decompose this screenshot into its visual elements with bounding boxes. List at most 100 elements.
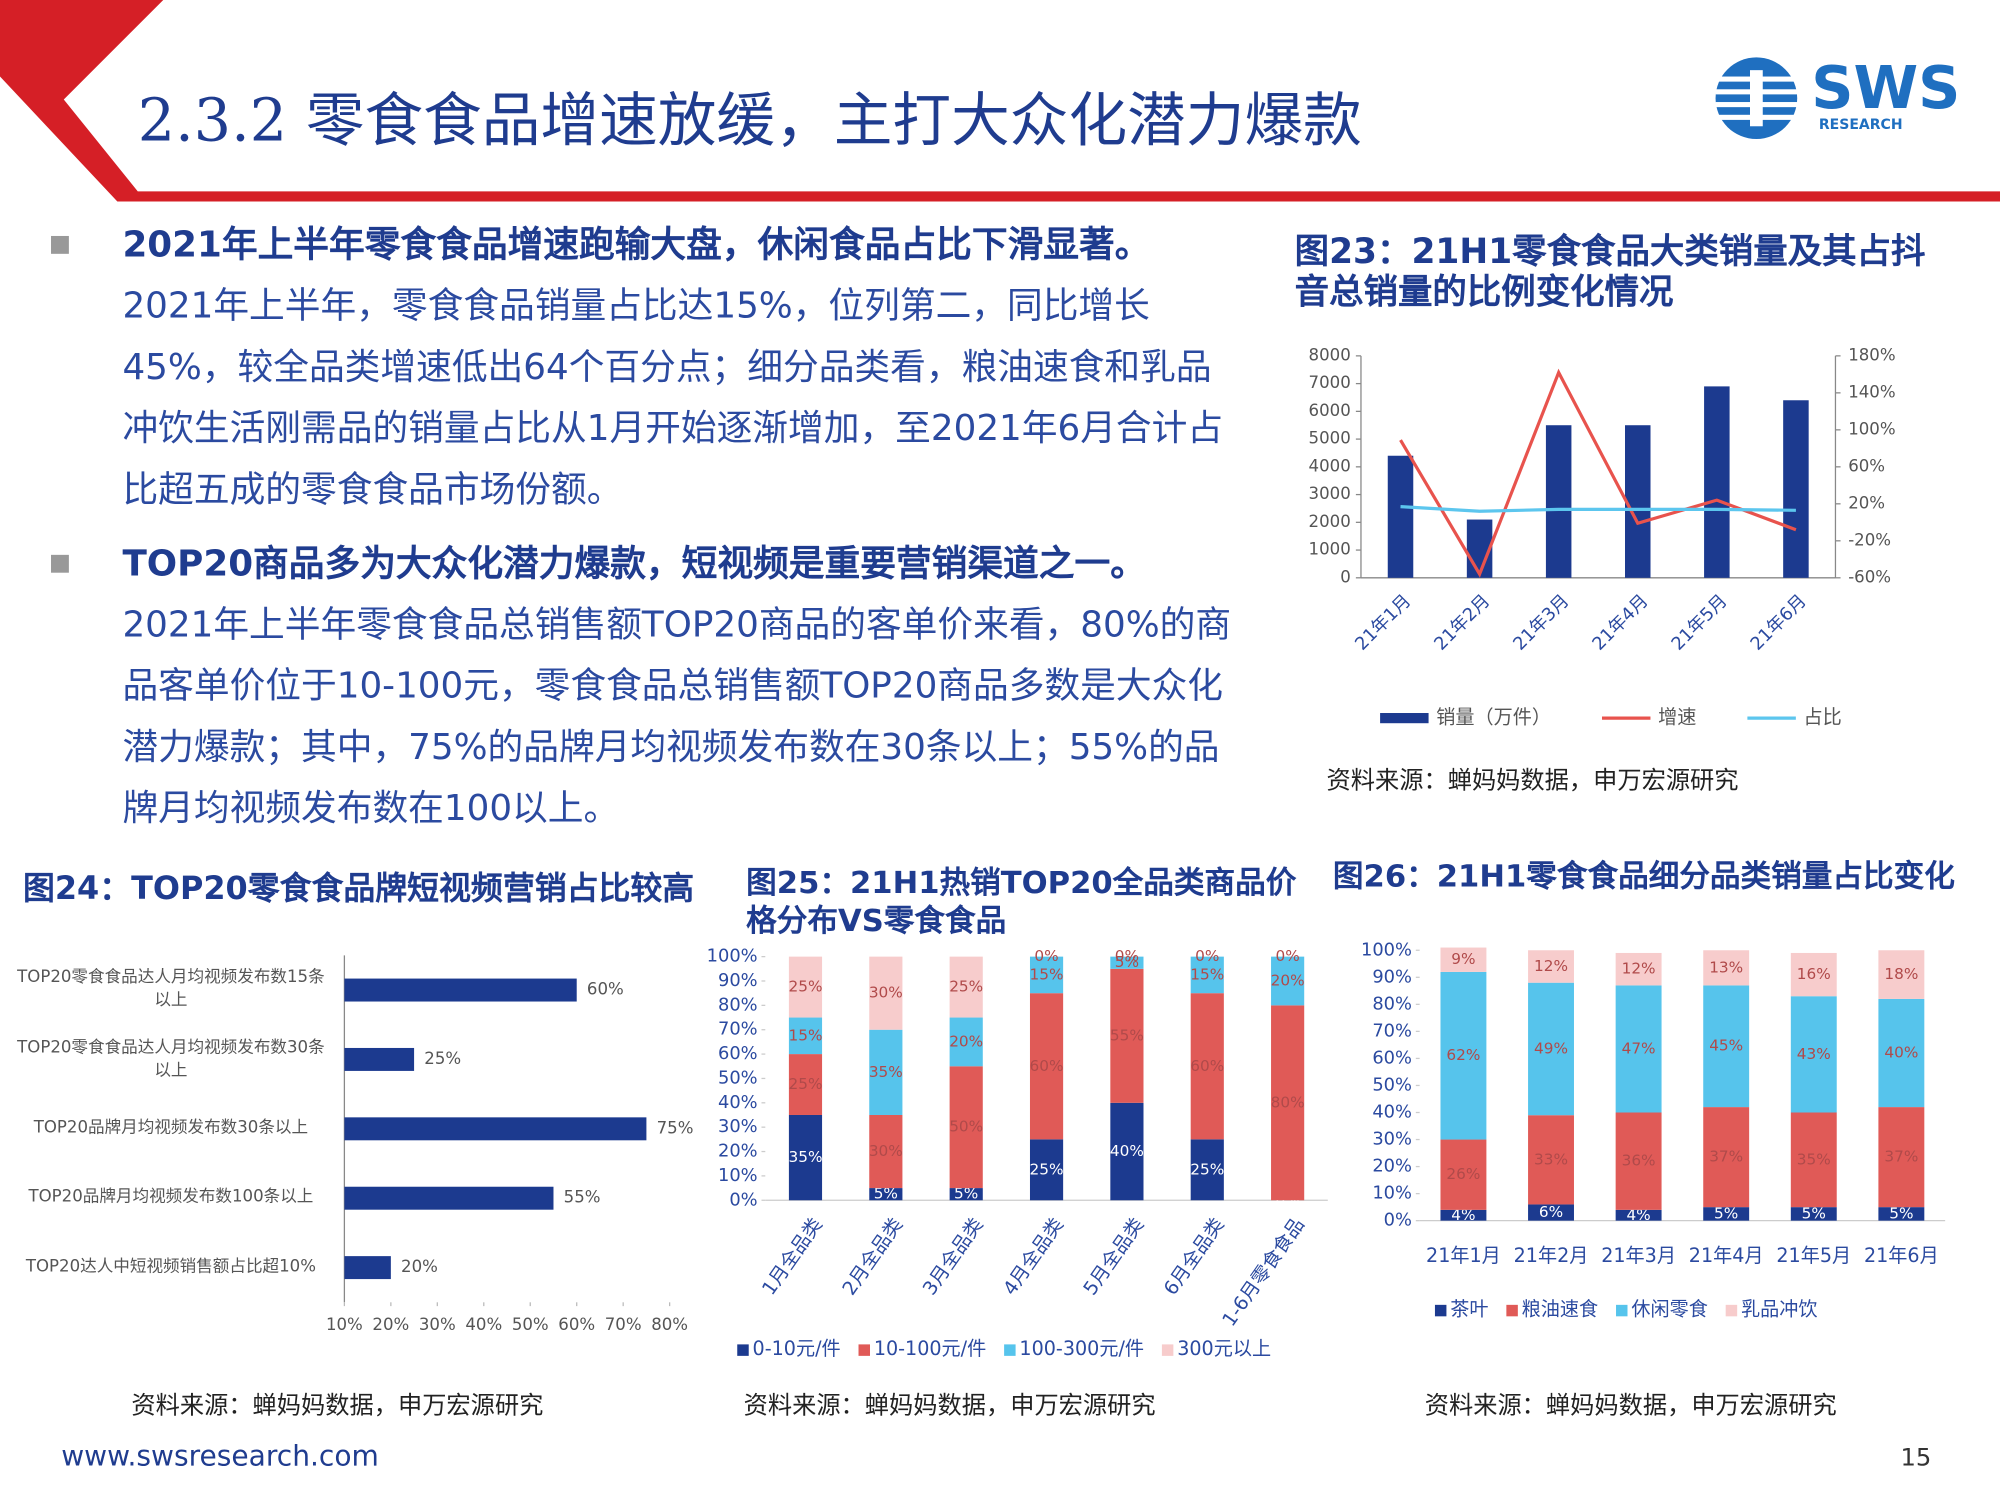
bar-segment <box>869 1188 903 1201</box>
legend-swatch <box>737 1344 749 1356</box>
x-tick-label: 80% <box>651 1315 688 1334</box>
bar-segment <box>1271 1005 1305 1201</box>
bar-segment <box>1440 971 1487 1140</box>
y-tick-label: 90% <box>1372 966 1412 987</box>
chart-title: 图26：21H1零食食品细分品类销量占比变化 <box>1332 858 1955 895</box>
value-label: 75% <box>657 1118 694 1137</box>
x-tick-label: 21年6月 <box>1864 1244 1939 1267</box>
value-label: 5% <box>954 1185 978 1203</box>
bar <box>344 1256 391 1280</box>
legend-label: 占比 <box>1804 706 1842 729</box>
bar-segment <box>1790 996 1837 1113</box>
bar-segment <box>1615 1209 1662 1221</box>
y-tick-label: 100% <box>1361 939 1412 960</box>
bar-segment <box>1615 952 1662 986</box>
y-tick-label: 50% <box>718 1067 758 1088</box>
value-label: 37% <box>1884 1148 1918 1166</box>
bar-segment <box>1440 1209 1487 1221</box>
value-label: 37% <box>1709 1148 1743 1166</box>
y-tick-label: 60% <box>1372 1047 1412 1068</box>
y-tick-label: 0% <box>729 1189 757 1210</box>
chart-title: 图24：TOP20零食食品牌短视频营销占比较高 <box>22 869 695 907</box>
value-label: 35% <box>788 1148 822 1166</box>
value-label: 62% <box>1446 1046 1480 1064</box>
y-tick-label: TOP20零食食品达人月均视频发布数30条以上 <box>17 1037 325 1080</box>
bar <box>344 1186 554 1210</box>
bar-segment <box>1790 952 1837 997</box>
y-tick-label: 60% <box>718 1043 758 1064</box>
bar <box>1704 386 1730 578</box>
legend-label: 300元以上 <box>1177 1337 1271 1360</box>
bar-segment <box>1528 982 1574 1116</box>
value-label: 5% <box>874 1185 898 1203</box>
value-label: 60% <box>1190 1057 1224 1075</box>
x-tick-label: 50% <box>512 1315 549 1334</box>
value-label: 55% <box>564 1188 601 1207</box>
bar-segment <box>1110 1102 1144 1201</box>
x-tick-label: 40% <box>465 1315 502 1334</box>
bar-segment <box>1440 1139 1487 1210</box>
legend-swatch <box>1725 1304 1738 1317</box>
x-tick-label: 20% <box>372 1315 409 1334</box>
value-label: 13% <box>1709 958 1743 976</box>
value-label: 35% <box>1797 1150 1831 1168</box>
value-label: 30% <box>869 1142 903 1160</box>
x-tick-label: 21年2月 <box>1430 590 1494 654</box>
x-tick-label: 6月全品类 <box>1159 1213 1229 1299</box>
chart-title: 图25：21H1热销TOP20全品类商品价格分布VS零食食品 <box>746 864 1297 939</box>
legend-label: 乳品冲饮 <box>1741 1297 1817 1320</box>
value-label: 5% <box>1802 1204 1826 1222</box>
x-tick-label: 21年4月 <box>1689 1244 1764 1267</box>
y-tick-label: 1000 <box>1309 540 1351 559</box>
bar <box>1783 400 1809 578</box>
legend-swatch <box>1161 1344 1174 1356</box>
legend-label: 休闲零食 <box>1631 1297 1707 1320</box>
value-label: 33% <box>1534 1150 1568 1168</box>
y-tick-label: 80% <box>718 994 758 1015</box>
y-tick-label: 7000 <box>1309 373 1351 392</box>
bar-segment <box>788 1114 823 1201</box>
value-label: 25% <box>1030 1160 1064 1178</box>
value-label: 35% <box>869 1063 903 1081</box>
bar-segment <box>1703 950 1750 986</box>
bar-segment <box>949 1188 983 1201</box>
bar-segment <box>1110 956 1144 969</box>
value-label: 5% <box>1714 1204 1738 1222</box>
bar-segment <box>869 1029 903 1115</box>
y-tick-label: 2000 <box>1309 512 1351 531</box>
x-tick-label: 30% <box>419 1315 456 1334</box>
page-number: 15 <box>1900 1443 1932 1472</box>
y-tick-label: 20% <box>1372 1156 1412 1177</box>
bar <box>1624 425 1651 578</box>
x-tick-label: 5月全品类 <box>1079 1213 1149 1299</box>
bar-segment <box>1878 1107 1925 1208</box>
bar <box>1387 455 1414 578</box>
bar-segment <box>1703 1107 1750 1208</box>
x-tick-label: 1-6月零食食品 <box>1217 1213 1309 1330</box>
x-tick-label: 21年3月 <box>1509 590 1573 654</box>
source: 资料来源：蝉妈妈数据，申万宏源研究 <box>743 1391 1156 1420</box>
value-label: 16% <box>1797 965 1831 983</box>
bar-segment <box>1878 1207 1925 1221</box>
legend-label: 10-100元/件 <box>874 1337 986 1360</box>
value-label: 15% <box>1190 965 1224 983</box>
bar-segment <box>1528 950 1574 983</box>
bar-segment <box>1615 1112 1662 1210</box>
bar <box>344 1047 415 1071</box>
value-label: 43% <box>1797 1045 1831 1063</box>
x-tick-label: 21年5月 <box>1776 1244 1851 1267</box>
value-label: 25% <box>788 1075 822 1093</box>
value-label: 80% <box>1271 1093 1305 1111</box>
bar <box>1545 425 1572 578</box>
value-label: 5% <box>1115 953 1139 971</box>
x-tick-label: 1月全品类 <box>757 1213 827 1299</box>
x-tick-label: 21年4月 <box>1588 590 1652 654</box>
y2-tick-label: 180% <box>1848 345 1895 364</box>
bar-segment <box>1110 968 1144 1103</box>
y-tick-label: 80% <box>1372 993 1412 1014</box>
bar <box>344 1117 647 1141</box>
value-label: 40% <box>1110 1142 1144 1160</box>
value-label: 18% <box>1884 965 1918 983</box>
value-label: 15% <box>788 1026 822 1044</box>
